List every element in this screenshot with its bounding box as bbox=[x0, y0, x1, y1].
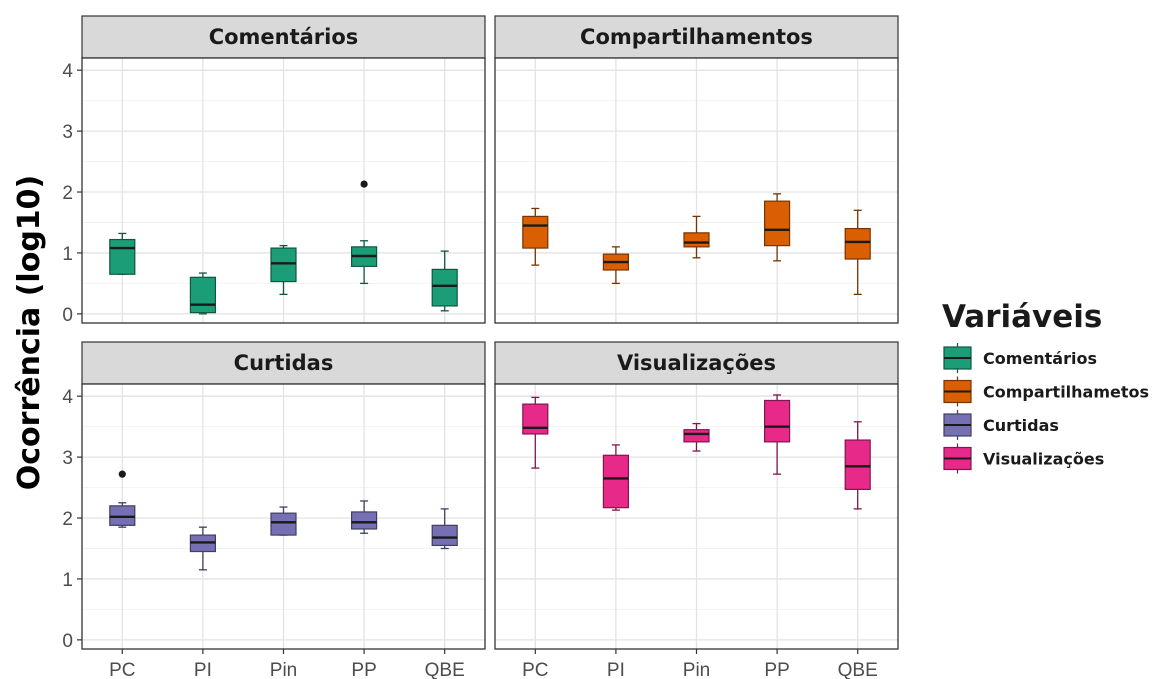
box-iqr bbox=[109, 238, 136, 275]
facet-panels: Comentários Compartilhamentos Curtidas Visu… bbox=[81, 15, 899, 650]
box-PI bbox=[189, 526, 216, 571]
box-QBE bbox=[844, 209, 871, 296]
facet-title: Compartilhamentos bbox=[580, 25, 813, 49]
x-tick-label: Pin bbox=[270, 660, 297, 679]
legend-label: Compartilhametos bbox=[983, 383, 1149, 402]
facet-panel-3: Visualizações bbox=[494, 341, 899, 650]
y-tick-label: 4 bbox=[62, 387, 73, 408]
facet-strip bbox=[81, 15, 486, 59]
legend-entry: Visualizações bbox=[943, 443, 1104, 474]
legend-entry: Compartilhametos bbox=[943, 376, 1149, 407]
x-tick-label: Pin bbox=[683, 660, 710, 679]
box-PI bbox=[189, 272, 216, 315]
box-iqr bbox=[763, 200, 791, 247]
facet-strip bbox=[494, 15, 899, 59]
box-PP bbox=[763, 394, 791, 475]
box-iqr bbox=[844, 227, 871, 260]
box-QBE bbox=[844, 421, 871, 510]
box-PP bbox=[351, 500, 378, 534]
y-tick-label: 3 bbox=[62, 122, 73, 143]
box-iqr bbox=[270, 247, 297, 283]
box-iqr bbox=[109, 505, 136, 526]
x-tick-label: QBE bbox=[425, 660, 465, 679]
legend-label: Visualizações bbox=[983, 450, 1104, 469]
box-PC bbox=[109, 470, 136, 528]
box-Pin bbox=[270, 506, 297, 536]
box-iqr bbox=[683, 429, 710, 443]
x-tick-label: PP bbox=[764, 660, 789, 679]
box-Pin bbox=[270, 244, 297, 296]
box-PI bbox=[602, 444, 630, 511]
facet-panel-1: Compartilhamentos bbox=[494, 15, 899, 324]
x-tick-label: PC bbox=[109, 660, 135, 679]
box-iqr bbox=[431, 524, 458, 547]
facet-title: Curtidas bbox=[234, 351, 334, 375]
y-tick-label: 0 bbox=[62, 631, 73, 652]
axes: 0 1 2 3 4 0 1 2 3 4 PC PI Pin PP QBE PC PI Pin PP QBE Ocorrê… bbox=[12, 61, 878, 679]
panel-border bbox=[494, 57, 899, 324]
outlier-point bbox=[118, 470, 126, 478]
box-PI bbox=[602, 246, 630, 285]
y-tick-label: 0 bbox=[62, 305, 73, 326]
box-PC bbox=[109, 232, 136, 275]
box-iqr bbox=[683, 232, 710, 248]
box-PP bbox=[763, 193, 791, 262]
box-iqr bbox=[431, 268, 458, 307]
facet-title: Visualizações bbox=[617, 351, 776, 375]
x-tick-label: PP bbox=[351, 660, 376, 679]
box-QBE bbox=[431, 508, 458, 550]
legend-title: Variáveis bbox=[942, 299, 1102, 335]
box-Pin bbox=[683, 215, 710, 259]
y-tick-label: 1 bbox=[62, 570, 73, 591]
legend-label: Comentários bbox=[983, 349, 1097, 368]
y-tick-label: 1 bbox=[62, 244, 73, 265]
box-QBE bbox=[431, 250, 458, 312]
box-iqr bbox=[522, 215, 549, 249]
legend-label: Curtidas bbox=[983, 416, 1059, 435]
facet-title: Comentários bbox=[209, 25, 359, 49]
y-tick-label: 4 bbox=[62, 61, 73, 82]
box-iqr bbox=[602, 454, 630, 509]
panel-border bbox=[81, 57, 486, 324]
y-tick-label: 2 bbox=[62, 183, 73, 204]
legend-entry: Curtidas bbox=[943, 410, 1059, 440]
facet-panel-2: Curtidas bbox=[81, 341, 486, 650]
box-PP bbox=[351, 180, 378, 285]
box-iqr bbox=[522, 403, 549, 435]
box-iqr bbox=[351, 511, 378, 530]
box-iqr bbox=[844, 439, 871, 490]
y-axis-title: Ocorrência (log10) bbox=[12, 175, 47, 490]
legend-entry: Comentários bbox=[943, 343, 1097, 373]
box-iqr bbox=[763, 399, 791, 443]
box-iqr bbox=[270, 512, 297, 536]
legend: Variáveis Comentários Compartilhametos Curt… bbox=[942, 299, 1149, 474]
y-tick-label: 3 bbox=[62, 448, 73, 469]
box-PC bbox=[522, 207, 549, 266]
y-tick-label: 2 bbox=[62, 509, 73, 530]
box-Pin bbox=[683, 422, 710, 452]
x-tick-label: PC bbox=[522, 660, 548, 679]
x-tick-label: PI bbox=[194, 660, 212, 679]
box-PC bbox=[522, 396, 549, 469]
facet-panel-0: Comentários bbox=[81, 15, 486, 324]
box-iqr bbox=[189, 276, 216, 314]
outlier-point bbox=[360, 180, 368, 188]
x-tick-label: PI bbox=[607, 660, 625, 679]
x-tick-label: QBE bbox=[838, 660, 878, 679]
